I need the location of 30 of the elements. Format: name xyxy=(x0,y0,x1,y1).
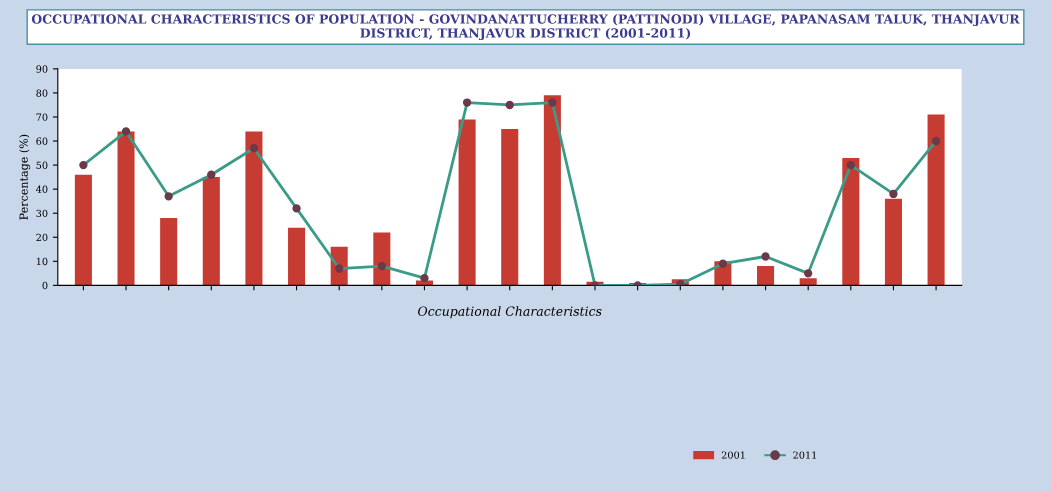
bar xyxy=(202,177,220,286)
bar xyxy=(799,278,817,286)
bar xyxy=(245,131,263,286)
y-tick-label: 10 xyxy=(36,257,48,266)
bar xyxy=(373,232,391,286)
bar xyxy=(458,119,476,286)
y-tick-label: 20 xyxy=(36,233,48,242)
bar xyxy=(74,174,92,286)
y-tick-label: 30 xyxy=(36,209,48,218)
y-tick-label: 50 xyxy=(36,161,48,169)
legend-label: 2011 xyxy=(793,451,816,459)
bar xyxy=(117,131,135,286)
bar xyxy=(884,198,902,286)
bar xyxy=(288,227,306,286)
bar xyxy=(160,218,178,286)
bar xyxy=(842,157,860,286)
legend-label: 2001 xyxy=(721,451,745,459)
y-axis-title: Percentage (%) xyxy=(19,134,31,220)
x-axis-title: Occupational Characteristics xyxy=(418,306,602,319)
y-tick-label: 60 xyxy=(36,137,48,145)
y-tick-label: 90 xyxy=(36,65,48,73)
bar xyxy=(927,114,945,286)
y-tick-label: 80 xyxy=(36,89,48,97)
chart-title: OCCUPATIONAL CHARACTERISTICS OF POPULATION - GOVINDANATTUCHERRY (PATTINODI) VILLAGE, PAPANASAM TALUK, THANJAVUR DISTRICT, THANJAVUR DISTRICT (2001-2011) xyxy=(31,14,1020,41)
bar xyxy=(543,95,561,286)
y-tick-label: 0 xyxy=(42,281,48,290)
y-tick-label: 40 xyxy=(36,185,48,193)
bar xyxy=(757,266,775,286)
bar xyxy=(501,129,519,286)
y-tick-label: 70 xyxy=(36,113,48,121)
